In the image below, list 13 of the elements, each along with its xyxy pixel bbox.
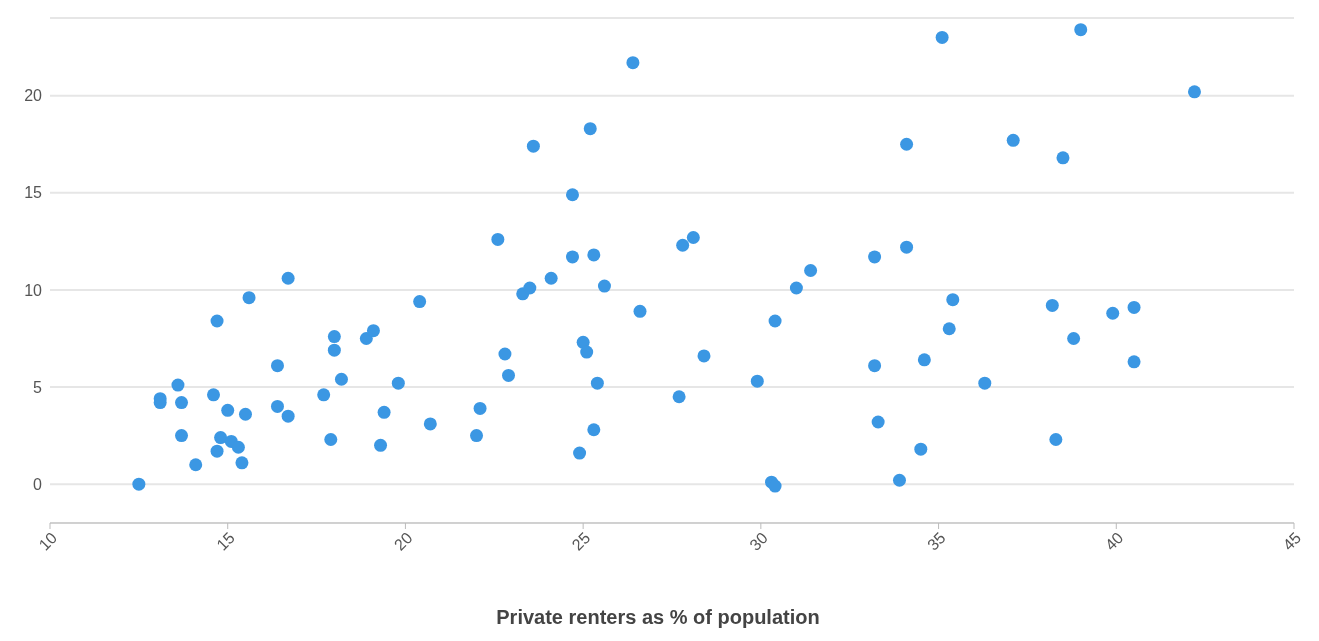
y-tick-label: 10	[24, 281, 43, 299]
y-tick-label: 20	[24, 87, 43, 105]
y-tick-label: 0	[33, 475, 43, 493]
x-axis-title: Private renters as % of population	[495, 606, 821, 629]
y-tick-label: 15	[24, 184, 43, 202]
x-tick-label: 45	[1279, 529, 1305, 554]
x-tick-label: 15	[213, 529, 238, 554]
x-tick-label: 20	[390, 529, 416, 554]
x-tick-label: 30	[746, 529, 772, 554]
x-tick-label: 25	[568, 529, 594, 554]
y-tick-label: 5	[33, 378, 43, 396]
x-tick-label: 35	[924, 529, 949, 554]
x-tick-label: 40	[1101, 529, 1127, 554]
